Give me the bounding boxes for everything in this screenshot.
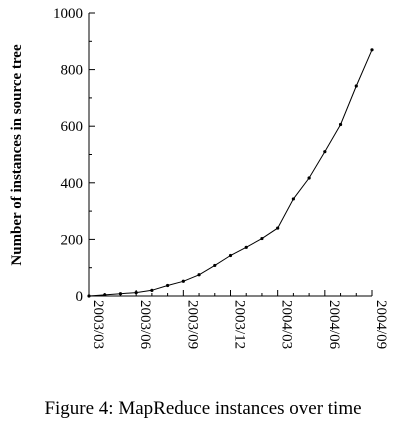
y-tick-label: 1000	[53, 6, 83, 22]
data-point	[228, 253, 233, 258]
y-ticks: 0 200 400 600 800 1000	[53, 6, 95, 305]
y-tick-label: 400	[61, 176, 84, 192]
y-tick-label: 800	[61, 63, 84, 79]
x-tick-label: 2003/12	[232, 300, 248, 349]
y-tick-label: 600	[61, 119, 84, 135]
data-point	[134, 291, 138, 295]
data-point	[197, 273, 201, 277]
data-point	[166, 283, 170, 288]
data-point	[338, 122, 343, 127]
data-point	[103, 293, 107, 297]
plot-area	[87, 48, 374, 298]
y-axis-title-group: Number of instances in source tree	[9, 44, 25, 266]
data-point	[118, 292, 123, 296]
data-point	[307, 176, 311, 180]
data-point	[276, 226, 280, 230]
data-point	[213, 263, 217, 268]
data-point	[87, 294, 91, 298]
y-tick-label: 200	[61, 232, 84, 248]
data-point	[244, 245, 248, 249]
x-tick-label: 2004/03	[279, 300, 295, 349]
y-tick-label: 0	[76, 289, 84, 305]
data-point	[181, 279, 185, 283]
series-line	[88, 49, 373, 297]
line-chart: Number of instances in source tree 02004…	[9, 6, 389, 350]
x-tick-label: 2004/06	[326, 300, 342, 350]
data-point	[370, 48, 374, 52]
axes	[88, 13, 372, 297]
data-point	[291, 197, 295, 201]
data-point	[354, 84, 358, 88]
x-ticks: 2003/03 2003/06 2003/09 2003/12 2004/03 2004/…	[88, 290, 389, 350]
data-point	[260, 236, 264, 241]
data-point	[323, 150, 327, 154]
data-point	[150, 288, 154, 292]
x-tick-label: 2004/09	[373, 300, 389, 349]
x-tick-label: 2003/03	[90, 300, 106, 349]
y-axis-title: Number of instances in source tree	[9, 44, 25, 266]
x-tick-label: 2003/09	[184, 300, 200, 349]
x-tick-label: 2003/06	[137, 300, 153, 350]
figure-caption: Figure 4: MapReduce instances over time	[44, 398, 362, 419]
